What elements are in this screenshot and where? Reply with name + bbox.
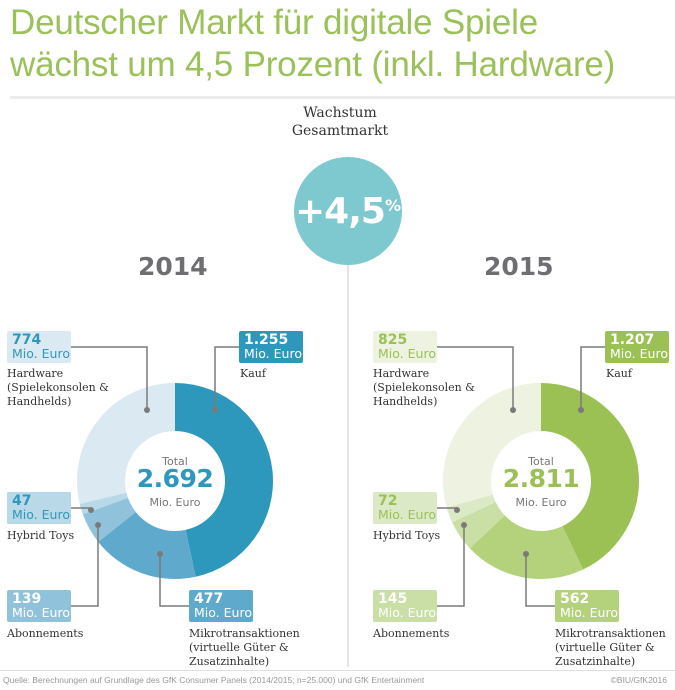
- title-line-2: wächst um 4,5 Prozent (inkl. Hardware): [10, 45, 616, 84]
- leader-dot: [144, 407, 150, 413]
- leader-line: [580, 346, 605, 410]
- growth-badge: +4,5%: [294, 157, 402, 265]
- leader-line: [437, 525, 465, 607]
- page-title: Deutscher Markt für digitale Spiele wäch…: [10, 2, 615, 86]
- title-line-1: Deutscher Markt für digitale Spiele: [10, 3, 538, 42]
- slice-value: 774: [12, 332, 42, 348]
- leader-line: [71, 525, 99, 607]
- donut-slice-abonnements: [82, 497, 136, 542]
- leader-dot: [157, 551, 163, 557]
- value-box-kauf: 1.255 Mio. Euro: [239, 331, 303, 363]
- source-note: Quelle: Berechnungen auf Grundlage des G…: [3, 675, 425, 685]
- value-box-hardware: 825 Mio. Euro: [373, 331, 437, 363]
- leader-dot: [510, 407, 516, 413]
- leader-line: [437, 346, 514, 410]
- slice-unit: Mio. Euro: [560, 605, 618, 620]
- growth-value: +4,5: [295, 190, 386, 232]
- leader-line: [214, 346, 239, 410]
- category-label: Hardware (Spielekonsolen & Handhelds): [7, 367, 109, 408]
- growth-label-line-2: Gesamtmarkt: [291, 123, 389, 139]
- donut-2014: [76, 382, 273, 579]
- year-title-2014: 2014: [138, 252, 208, 281]
- footer-divider: [0, 670, 675, 671]
- donut-slice-hybrid-toys: [446, 494, 496, 523]
- value-box-hybrid-toys: 72 Mio. Euro: [373, 492, 437, 524]
- leader-dot: [454, 507, 460, 513]
- growth-label-line-1: Wachstum: [303, 105, 377, 121]
- slice-value: 139: [12, 591, 42, 607]
- slice-value: 825: [378, 332, 408, 348]
- center-divider: [347, 265, 349, 667]
- leader-line: [525, 554, 555, 607]
- category-label: Hybrid Toys: [7, 529, 75, 542]
- slice-unit: Mio. Euro: [194, 605, 252, 620]
- category-label: Mikrotransaktionen (virtuelle Güter & Zu…: [189, 627, 300, 668]
- category-label: Abonnements: [373, 627, 450, 640]
- category-label: Abonnements: [7, 627, 84, 640]
- slice-unit: Mio. Euro: [244, 346, 302, 361]
- donut-slice-mikrotransaktionen: [469, 515, 584, 579]
- center-total-unit: Mio. Euro: [149, 496, 201, 509]
- leader-dot: [95, 522, 101, 528]
- donut-2015: [443, 382, 639, 579]
- donut-slice-hardware: [443, 383, 541, 508]
- category-label: Kauf: [606, 367, 632, 380]
- slice-value: 145: [378, 591, 408, 607]
- leader-dot: [461, 522, 467, 528]
- category-label: Hardware (Spielekonsolen & Handhelds): [373, 367, 475, 408]
- slice-value: 562: [560, 591, 590, 607]
- leader-line: [159, 554, 189, 607]
- slice-unit: Mio. Euro: [610, 346, 668, 361]
- center-total-value: 2.692: [136, 464, 214, 493]
- category-label: Kauf: [240, 367, 266, 380]
- donut-slice-kauf: [541, 382, 639, 570]
- value-box-abonnements: 145 Mio. Euro: [373, 590, 437, 622]
- center-total-value: 2.811: [502, 464, 580, 493]
- value-box-hybrid-toys: 47 Mio. Euro: [7, 492, 71, 524]
- slice-unit: Mio. Euro: [12, 507, 70, 522]
- slice-unit: Mio. Euro: [378, 605, 436, 620]
- slice-value: 477: [194, 591, 224, 607]
- donut-slice-hardware: [76, 383, 175, 504]
- title-divider: [10, 96, 675, 99]
- center-total-label: Total: [162, 455, 188, 468]
- category-label: Mikrotransaktionen (virtuelle Güter & Zu…: [555, 627, 666, 668]
- value-box-mikrotransaktionen: 477 Mio. Euro: [189, 590, 253, 622]
- value-box-mikrotransaktionen: 562 Mio. Euro: [555, 590, 619, 622]
- slice-unit: Mio. Euro: [378, 346, 436, 361]
- growth-percent-sign: %: [384, 195, 401, 215]
- leader-dot: [212, 407, 218, 413]
- value-box-kauf: 1.207 Mio. Euro: [605, 331, 669, 363]
- slice-value: 47: [12, 493, 32, 509]
- leader-dot: [523, 551, 529, 557]
- value-box-hardware: 774 Mio. Euro: [7, 331, 71, 363]
- slice-value: 1.207: [610, 332, 655, 348]
- growth-label: Wachstum Gesamtmarkt: [250, 104, 430, 140]
- slice-unit: Mio. Euro: [378, 507, 436, 522]
- center-total-unit: Mio. Euro: [515, 496, 567, 509]
- category-label: Hybrid Toys: [373, 529, 441, 542]
- year-title-2015: 2015: [484, 252, 554, 281]
- value-box-abonnements: 139 Mio. Euro: [7, 590, 71, 622]
- leader-lines: [71, 346, 605, 607]
- copyright: ©BIU/GfK2016: [610, 675, 667, 685]
- slice-unit: Mio. Euro: [12, 605, 70, 620]
- donut-slice-mikrotransaktionen: [98, 512, 196, 579]
- slice-unit: Mio. Euro: [12, 346, 70, 361]
- leader-dot: [578, 407, 584, 413]
- leader-dot: [88, 507, 94, 513]
- donut-slice-abonnements: [452, 502, 505, 549]
- leader-line: [71, 346, 148, 410]
- slice-value: 72: [378, 493, 398, 509]
- slice-value: 1.255: [244, 332, 289, 348]
- donut-slice-kauf: [175, 382, 273, 577]
- center-total-label: Total: [528, 455, 554, 468]
